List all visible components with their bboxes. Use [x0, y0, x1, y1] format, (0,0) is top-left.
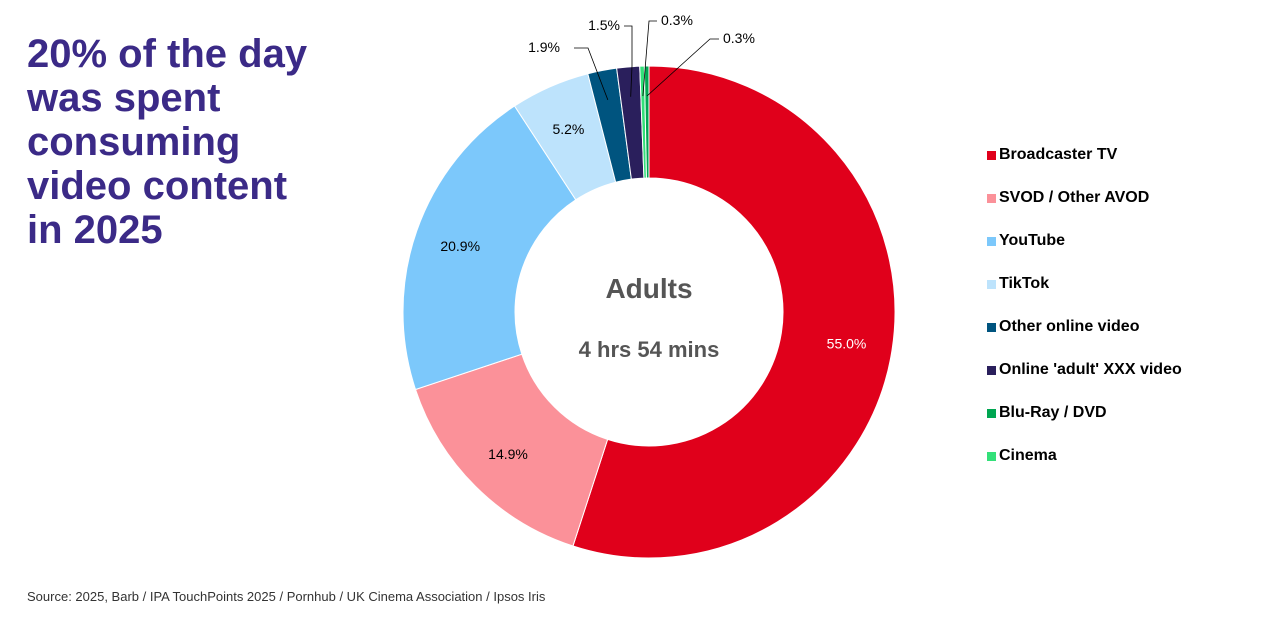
legend-label: Broadcaster TV [999, 146, 1118, 163]
legend-label: YouTube [999, 232, 1066, 249]
legend-label: SVOD / Other AVOD [999, 189, 1150, 206]
legend-item-online-adult-xxx-video: Online 'adult' XXX video [987, 361, 1182, 404]
slice-youtube [402, 105, 577, 391]
data-label-blu-ray-dvd: 0.3% [723, 30, 755, 46]
leader-line-other-online-video [574, 47, 609, 101]
legend: Broadcaster TV SVOD / Other AVOD YouTube Ti… [987, 146, 1182, 490]
legend-swatch [987, 151, 996, 160]
leader-line-blu-ray-dvd [646, 38, 719, 97]
headline: 20% of the day was spent consuming video… [27, 32, 367, 252]
legend-item-cinema: Cinema [987, 447, 1182, 490]
legend-label: Cinema [999, 447, 1057, 464]
slice-blu-ray-dvd [643, 65, 650, 179]
legend-swatch [987, 194, 996, 203]
data-label-svod-other-avod: 14.9% [488, 446, 528, 462]
legend-label: Online 'adult' XXX video [999, 361, 1182, 378]
legend-swatch [987, 366, 996, 375]
leader-lines-group [574, 20, 719, 101]
legend-item-tiktok: TikTok [987, 275, 1182, 318]
headline-line: 20% of the day [27, 32, 308, 76]
legend-swatch [987, 409, 996, 418]
legend-swatch [987, 237, 996, 246]
legend-item-other-online-video: Other online video [987, 318, 1182, 361]
headline-line: in 2025 [27, 208, 163, 252]
leader-line-cinema [642, 20, 657, 97]
headline-line: consuming [27, 120, 241, 164]
legend-swatch [987, 280, 996, 289]
headline-line: was spent [27, 76, 221, 120]
center-title: Adults [605, 273, 692, 304]
legend-item-youtube: YouTube [987, 232, 1182, 275]
data-label-cinema: 0.3% [661, 12, 693, 28]
legend-item-svod-other-avod: SVOD / Other AVOD [987, 189, 1182, 232]
headline-line: video content [27, 164, 288, 208]
legend-swatch [987, 323, 996, 332]
legend-item-broadcaster-tv: Broadcaster TV [987, 146, 1182, 189]
data-label-other-online-video: 1.9% [528, 39, 560, 55]
legend-item-blu-ray-dvd: Blu-Ray / DVD [987, 404, 1182, 447]
legend-label: Other online video [999, 318, 1140, 335]
data-label-online-adult-xxx-video: 1.5% [588, 17, 620, 33]
slice-broadcaster-tv [572, 65, 896, 559]
legend-label: TikTok [999, 275, 1050, 292]
center-total: 4 hrs 54 mins [579, 337, 720, 362]
data-label-broadcaster-tv: 55.0% [827, 335, 867, 351]
data-label-tiktok: 5.2% [552, 121, 584, 137]
legend-swatch [987, 452, 996, 461]
legend-label: Blu-Ray / DVD [999, 404, 1107, 421]
slices-group [402, 65, 896, 559]
leader-line-online-adult-xxx-video [624, 25, 633, 97]
data-labels-group: 55.0% 14.9% 20.9% 5.2% 1.9% 1.5% 0.3% 0.3% [440, 12, 866, 462]
data-label-youtube: 20.9% [440, 238, 480, 254]
source-note: Source: 2025, Barb / IPA TouchPoints 202… [27, 589, 546, 604]
